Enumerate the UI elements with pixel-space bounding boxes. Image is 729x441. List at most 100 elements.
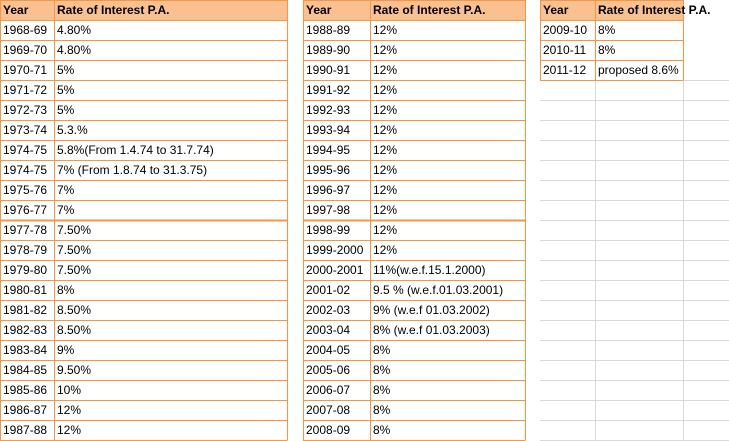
year-cell: 1997-98 [306,203,350,217]
year-cell: 1999-2000 [306,243,364,257]
rate-cell: 5% [57,83,75,97]
year-cell: 1979-80 [3,263,47,277]
rate-cell: 12% [373,243,397,257]
rate-cell: 4.80% [57,23,91,37]
rate-cell: 7.50% [57,243,91,257]
header-cell: Rate of Interest P.A. [57,3,169,17]
rate-cell: 8.50% [57,323,91,337]
year-cell: 1996-97 [306,183,350,197]
rate-cell: 8% [373,343,391,357]
rate-cell: 12% [57,423,81,437]
year-cell: 1972-73 [3,103,47,117]
year-cell: 1977-78 [3,223,47,237]
year-cell: 2000-2001 [306,263,364,277]
rate-cell: 7.50% [57,263,91,277]
year-cell: 1990-91 [306,63,350,77]
rate-cell: 12% [373,163,397,177]
header-cell: Year [306,3,332,17]
header-fill [303,0,525,20]
year-cell: 2001-02 [306,283,350,297]
header-cell: Year [3,3,29,17]
year-cell: 2006-07 [306,383,350,397]
year-cell: 1995-96 [306,163,350,177]
rate-cell: 12% [373,143,397,157]
rate-cell: 7% (From 1.8.74 to 31.3.75) [57,163,207,177]
year-cell: 1993-94 [306,123,350,137]
year-cell: 2005-06 [306,363,350,377]
year-cell: 2010-11 [543,43,586,57]
year-cell: 1983-84 [3,343,47,357]
year-cell: 2011-12 [543,63,586,77]
year-cell: 1969-70 [3,43,47,57]
rate-cell: 8.50% [57,303,91,317]
year-cell: 1975-76 [3,183,47,197]
rate-cell: 8% (w.e.f 01.03.2003) [373,323,490,337]
rate-cell: 8% [598,23,616,37]
rate-cell: 4.80% [57,43,91,57]
header-cell: Year [543,3,569,17]
year-cell: 1976-77 [3,203,47,217]
rate-cell: 7% [57,203,75,217]
year-cell: 1973-74 [3,123,47,137]
year-cell: 2009-10 [543,23,587,37]
rate-cell: 12% [373,63,397,77]
year-cell: 1994-95 [306,143,350,157]
rate-cell: 12% [373,23,397,37]
year-cell: 1985-86 [3,383,47,397]
year-cell: 1974-75 [3,163,47,177]
rate-cell: 12% [373,183,397,197]
rate-cell: 12% [373,223,397,237]
rate-cell: 5% [57,103,75,117]
rate-cell: proposed 8.6% [598,63,679,77]
rate-cell: 12% [373,203,397,217]
year-cell: 2004-05 [306,343,350,357]
rate-cell: 12% [57,403,81,417]
rate-cell: 7.50% [57,223,91,237]
rate-cell: 12% [373,123,397,137]
year-cell: 1971-72 [3,83,47,97]
year-cell: 1991-92 [306,83,350,97]
year-cell: 1982-83 [3,323,47,337]
header-cell: Rate of Interest P.A. [373,3,485,17]
year-cell: 1992-93 [306,103,350,117]
rate-cell: 8% [373,383,391,397]
rate-cell: 8% [373,363,391,377]
rate-cell: 5.3.% [57,123,88,137]
rate-cell: 8% [373,403,391,417]
rate-cell: 12% [373,83,397,97]
rate-cell: 9.50% [57,363,91,377]
year-cell: 1981-82 [3,303,47,317]
year-cell: 1978-79 [3,243,47,257]
rate-cell: 5% [57,63,75,77]
rate-cell: 8% [57,283,75,297]
year-cell: 1980-81 [3,283,47,297]
rate-cell: 12% [373,43,397,57]
header-fill [540,0,683,20]
year-cell: 1968-69 [3,23,47,37]
rate-cell: 12% [373,103,397,117]
year-cell: 1988-89 [306,23,350,37]
rate-cell: 8% [373,423,391,437]
header-fill [0,0,287,20]
rate-cell: 7% [57,183,75,197]
year-cell: 2003-04 [306,323,350,337]
year-cell: 1987-88 [3,423,47,437]
rate-cell: 5.8%(From 1.4.74 to 31.7.74) [57,143,214,157]
year-cell: 2007-08 [306,403,350,417]
year-cell: 2008-09 [306,423,350,437]
header-cell: Rate of Interest P.A. [598,3,710,17]
year-cell: 1998-99 [306,223,350,237]
rate-cell: 8% [598,43,616,57]
rate-cell: 10% [57,383,81,397]
rate-cell: 9.5 % (w.e.f.01.03.2001) [373,283,503,297]
year-cell: 1989-90 [306,43,350,57]
rate-cell: 9% [57,343,75,357]
year-cell: 1974-75 [3,143,47,157]
year-cell: 1970-71 [3,63,47,77]
year-cell: 1984-85 [3,363,47,377]
rate-cell: 11%(w.e.f.15.1.2000) [373,263,486,277]
year-cell: 1986-87 [3,403,47,417]
year-cell: 2002-03 [306,303,350,317]
rate-cell: 9% (w.e.f 01.03.2002) [373,303,490,317]
